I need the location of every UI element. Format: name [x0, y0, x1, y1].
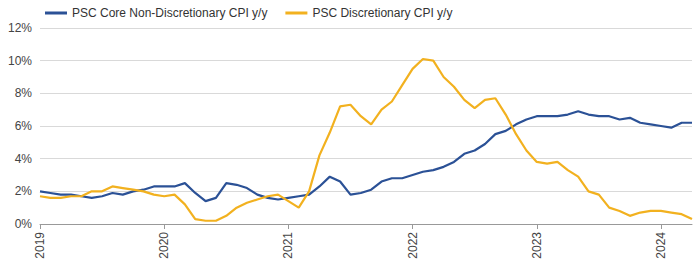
svg-text:10%: 10%: [8, 54, 32, 68]
svg-text:2022: 2022: [406, 232, 420, 259]
svg-text:PSC Core Non-Discretionary CPI: PSC Core Non-Discretionary CPI y/y: [72, 6, 267, 20]
svg-text:2020: 2020: [157, 232, 171, 259]
svg-text:6%: 6%: [15, 119, 33, 133]
svg-text:4%: 4%: [15, 152, 33, 166]
svg-text:2021: 2021: [281, 232, 295, 259]
svg-text:0%: 0%: [15, 217, 33, 231]
svg-text:2019: 2019: [33, 232, 47, 259]
svg-text:2023: 2023: [530, 232, 544, 259]
svg-text:2024: 2024: [654, 232, 668, 259]
svg-text:12%: 12%: [8, 21, 32, 35]
svg-text:PSC Discretionary CPI y/y: PSC Discretionary CPI y/y: [312, 6, 452, 20]
svg-text:8%: 8%: [15, 86, 33, 100]
svg-text:2%: 2%: [15, 184, 33, 198]
